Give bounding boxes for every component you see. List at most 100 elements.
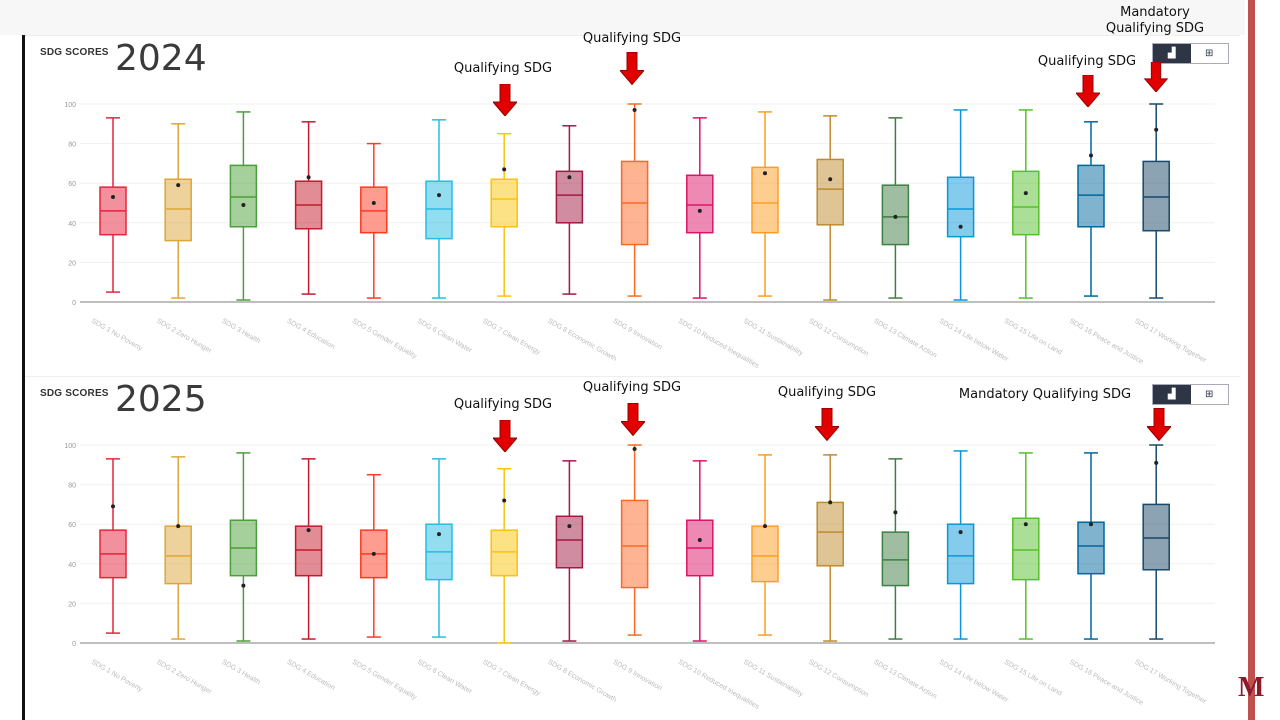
x-tick-label: SDG 2 Zero Hunger <box>155 659 213 697</box>
y-tick-label: 80 <box>68 142 76 149</box>
mean-point <box>306 528 311 533</box>
box-iqr <box>229 164 258 228</box>
box-iqr <box>816 501 844 567</box>
box-iqr <box>490 178 518 228</box>
mean-point <box>111 195 115 200</box>
y-tick-label: 20 <box>68 260 76 267</box>
table-icon: ⊞ <box>1205 389 1214 400</box>
qualifying-label: Qualifying SDG <box>1037 54 1137 69</box>
year-label: 2025 <box>115 379 207 420</box>
y-tick-label: 60 <box>68 181 76 188</box>
x-tick-label: SDG 5 Gender Equality <box>351 318 418 361</box>
x-tick-label: SDG 6 Clean Water <box>416 318 473 355</box>
box-iqr <box>1012 170 1040 236</box>
box-iqr <box>1142 503 1170 571</box>
y-tick-label: 40 <box>68 221 76 228</box>
left-accent-bar <box>22 35 25 720</box>
view-toggle: ▟ ⊞ <box>1152 43 1229 64</box>
x-tick-label: SDG 3 Health <box>220 318 261 346</box>
mean-point <box>1023 191 1028 196</box>
mean-point <box>502 167 507 172</box>
mean-point <box>502 498 507 503</box>
x-tick-label: SDG 7 Clean Energy <box>481 659 542 698</box>
mean-point <box>697 208 702 213</box>
table-view-button[interactable]: ⊞ <box>1190 385 1228 404</box>
box-iqr <box>425 180 453 240</box>
mean-point <box>567 524 572 529</box>
x-tick-label: SDG 11 Sustainability <box>742 318 804 358</box>
arrow-down-icon <box>1147 408 1171 442</box>
mean-point <box>241 202 246 207</box>
y-tick-label: 40 <box>68 562 76 569</box>
chart-icon: ▟ <box>1167 48 1176 59</box>
mean-point <box>241 583 246 588</box>
box-iqr <box>881 531 910 587</box>
mean-point <box>1154 460 1159 465</box>
x-tick-label: SDG 8 Economic Growth <box>546 318 617 363</box>
arrow-down-icon <box>620 52 644 85</box>
mean-point <box>437 532 441 537</box>
x-tick-label: SDG 11 Sustainability <box>742 659 804 699</box>
box-iqr <box>1142 160 1170 232</box>
mean-point <box>1154 127 1159 132</box>
x-tick-label: SDG 2 Zero Hunger <box>155 318 213 356</box>
box-iqr <box>1012 517 1040 581</box>
chart-icon: ▟ <box>1167 389 1176 400</box>
mean-point <box>958 530 963 535</box>
arrow-down-icon <box>1144 62 1168 92</box>
mean-point <box>176 183 181 188</box>
mean-point <box>176 524 181 529</box>
box-iqr <box>490 529 518 577</box>
arrow-down-icon <box>621 403 645 436</box>
mean-point <box>567 175 572 180</box>
arrow-down-icon <box>1076 75 1100 107</box>
x-tick-label: SDG 7 Clean Energy <box>481 318 542 357</box>
box-iqr <box>816 158 844 226</box>
mean-point <box>632 446 637 451</box>
x-tick-label: SDG 12 Consumption <box>807 659 870 699</box>
box-iqr <box>751 166 779 234</box>
table-view-button[interactable]: ⊞ <box>1190 44 1228 63</box>
box-iqr <box>555 515 584 569</box>
box-iqr <box>1077 164 1105 228</box>
y-tick-label: 0 <box>72 300 76 307</box>
mean-point <box>763 524 767 529</box>
x-tick-label: SDG 17 Working Together <box>1133 318 1208 365</box>
mean-point <box>371 201 376 205</box>
x-tick-label: SDG 13 Climate Action <box>872 659 938 701</box>
x-tick-label: SDG 16 Peace and Justice <box>1068 659 1144 707</box>
box-iqr <box>620 499 649 589</box>
x-tick-label: SDG 8 Economic Growth <box>546 659 617 704</box>
arrow-down-icon <box>815 408 839 441</box>
right-accent-bar <box>1248 0 1255 720</box>
view-toggle: ▟ ⊞ <box>1152 384 1229 405</box>
box-iqr <box>164 525 192 585</box>
y-tick-label: 100 <box>64 102 76 109</box>
x-tick-label: SDG 4 Education <box>286 659 336 692</box>
mean-point <box>828 177 833 182</box>
x-tick-label: SDG 9 Innovation <box>612 659 663 693</box>
mean-point <box>437 193 441 198</box>
mandatory-label: Mandatory Qualifying SDG <box>959 387 1131 403</box>
mean-point <box>893 214 898 219</box>
x-tick-label: SDG 1 No Poverty <box>90 318 144 353</box>
mandatory-line2: Qualifying SDG <box>1032 387 1132 402</box>
x-tick-label: SDG 3 Health <box>220 659 261 687</box>
mean-point <box>111 504 115 509</box>
x-tick-label: SDG 1 No Poverty <box>90 659 144 694</box>
box-iqr <box>686 174 714 234</box>
qualifying-label: Qualifying SDG <box>453 61 553 76</box>
mean-point <box>958 224 963 229</box>
mandatory-line1: Mandatory <box>1120 5 1190 20</box>
chart-view-button[interactable]: ▟ <box>1153 44 1191 63</box>
x-tick-label: SDG 17 Working Together <box>1133 659 1208 706</box>
y-tick-label: 60 <box>68 522 76 529</box>
mean-point <box>697 538 702 543</box>
mean-point <box>632 107 637 112</box>
chart-view-button[interactable]: ▟ <box>1153 385 1191 404</box>
chart-title: SDG SCORES <box>40 388 109 399</box>
x-tick-label: SDG 9 Innovation <box>612 318 663 352</box>
y-tick-label: 80 <box>68 483 76 490</box>
year-label: 2024 <box>115 38 207 79</box>
box-iqr <box>360 186 388 234</box>
